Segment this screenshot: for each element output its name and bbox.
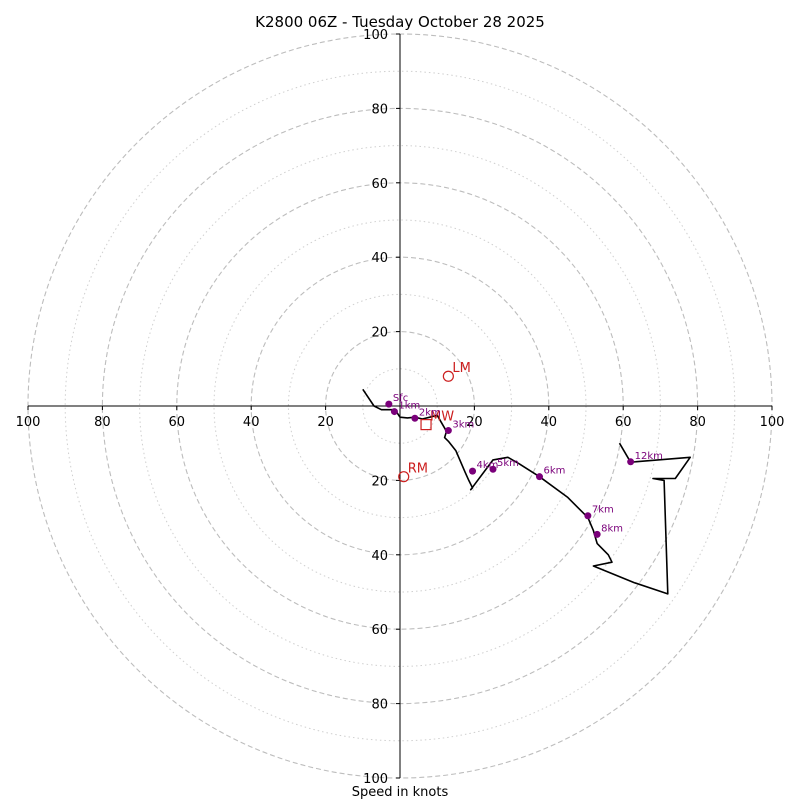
x-tick-label: 100 <box>16 415 41 430</box>
chart-title: K2800 06Z - Tuesday October 28 2025 <box>255 13 545 31</box>
wind-profile-line <box>362 388 691 595</box>
height-marker-2km <box>411 414 419 422</box>
x-tick-label: 80 <box>94 415 111 430</box>
height-label-6km: 6km <box>544 466 566 477</box>
height-marker-6km <box>536 473 543 481</box>
y-tick-label: 100 <box>363 772 388 787</box>
storm-motion-marker-mw <box>420 419 432 431</box>
y-tick-label: 20 <box>371 474 388 489</box>
height-marker-12km <box>627 458 635 466</box>
height-label-1km: 1km <box>398 401 420 412</box>
y-tick-label: 40 <box>371 549 388 564</box>
y-tick-label: 20 <box>371 326 388 341</box>
height-marker-sfc <box>385 400 393 408</box>
y-tick-label: 80 <box>371 698 388 713</box>
height-marker-4km <box>469 467 477 475</box>
storm-motion-label-lm: LM <box>452 361 470 376</box>
y-tick-label: 40 <box>371 251 388 266</box>
height-marker-3km <box>444 427 452 435</box>
storm-motion-marker-lm <box>442 370 454 382</box>
storm-motion-label-rm: RM <box>408 462 428 477</box>
height-marker-8km <box>593 530 601 538</box>
axes <box>28 34 772 778</box>
height-label-3km: 3km <box>452 420 474 431</box>
y-tick-label: 80 <box>371 102 388 117</box>
height-marker-7km <box>584 512 592 520</box>
x-tick-label: 100 <box>760 415 785 430</box>
x-tick-label: 20 <box>317 415 334 430</box>
x-tick-label: 60 <box>169 415 186 430</box>
x-tick-label: 40 <box>541 415 558 430</box>
height-marker-5km <box>489 465 497 473</box>
y-tick-label: 60 <box>371 177 388 192</box>
height-label-4km: 4km <box>477 460 499 471</box>
height-label-12km: 12km <box>635 451 663 462</box>
y-tick-label: 60 <box>371 623 388 638</box>
x-tick-label: 40 <box>243 415 260 430</box>
x-tick-label: 60 <box>615 415 632 430</box>
x-tick-label: 80 <box>689 415 706 430</box>
storm-motion-marker-rm <box>398 471 410 483</box>
x-tick-label: 20 <box>466 415 483 430</box>
height-label-5km: 5km <box>497 458 519 469</box>
height-label-2km: 2km <box>419 407 441 418</box>
tick-labels: 100 80 60 40 20 20 40 60 80 100 100 80 60 40 20 20 40 60 8… <box>16 28 785 787</box>
y-tick-label: 100 <box>363 28 388 43</box>
storm-motion-markers: LM RM MW <box>398 361 471 483</box>
height-label-8km: 8km <box>601 523 623 534</box>
height-marker-1km <box>390 408 398 416</box>
x-axis-label: Speed in knots <box>352 785 449 800</box>
storm-motion-label-mw: MW <box>430 410 454 425</box>
height-label-sfc: Sfc <box>393 393 408 404</box>
height-label-7km: 7km <box>592 505 614 516</box>
